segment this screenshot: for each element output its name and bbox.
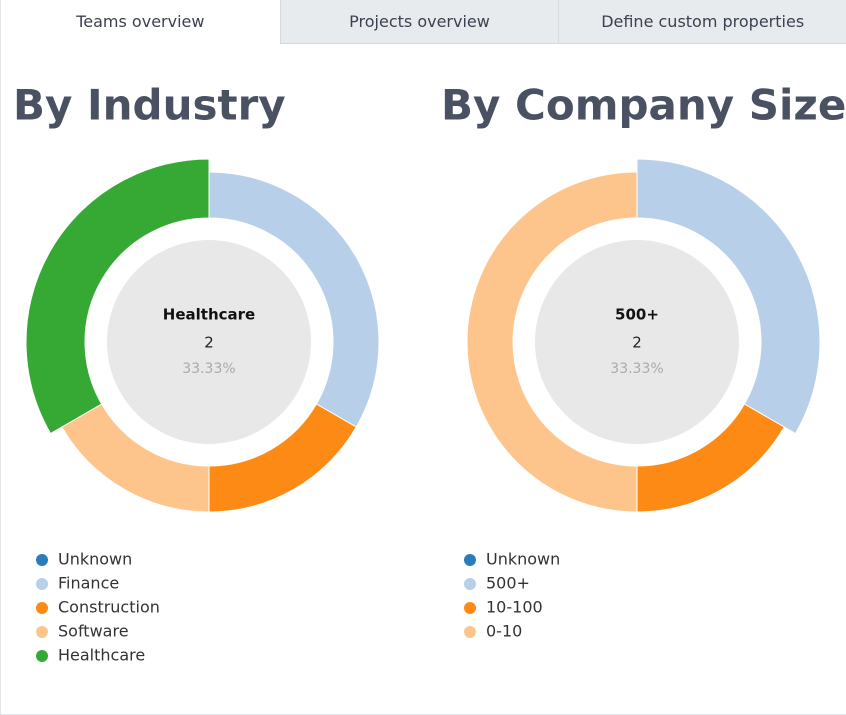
legend-label: Healthcare [58, 646, 145, 665]
tab[interactable]: Projects overview [279, 0, 559, 44]
donut-slice [25, 158, 210, 435]
legend-dot [464, 554, 476, 566]
center-label: Healthcare [163, 306, 255, 324]
legend-label: Construction [58, 598, 160, 617]
center-value: 2 [632, 334, 642, 352]
tab[interactable]: Teams overview [1, 0, 280, 44]
center-disc [107, 240, 311, 444]
tab-bar: Teams overview Projects overview Define cu… [1, 0, 846, 44]
legend-dot [36, 578, 48, 590]
legend-label: 500+ [486, 574, 530, 593]
chart-title: By Company Size [441, 81, 846, 130]
legend-dot [36, 626, 48, 638]
donut-slice [208, 171, 380, 428]
legend-dot [464, 578, 476, 590]
legend-label: Software [58, 622, 129, 641]
charts: By Industry Healthcare 2 33.33% Unknown Finan… [13, 81, 846, 665]
center-value: 2 [204, 334, 214, 352]
tab[interactable]: Define custom properties [558, 0, 846, 44]
legend-label: Unknown [58, 550, 132, 569]
center-disc [535, 240, 739, 444]
legend-dot [464, 626, 476, 638]
legend-label: 10-100 [486, 598, 543, 617]
legend-dot [36, 554, 48, 566]
chart-title: By Industry [13, 81, 286, 130]
center-percent: 33.33% [182, 361, 235, 377]
donut-slice [466, 171, 638, 513]
center-label: 500+ [615, 306, 659, 324]
legend-dot [36, 602, 48, 614]
legend-label: 0-10 [486, 622, 522, 641]
legend-dot [464, 602, 476, 614]
center-percent: 33.33% [610, 361, 663, 377]
legend-label: Unknown [486, 550, 560, 569]
legend-dot [36, 650, 48, 662]
donut-slice [636, 158, 821, 435]
legend-label: Finance [58, 574, 119, 593]
